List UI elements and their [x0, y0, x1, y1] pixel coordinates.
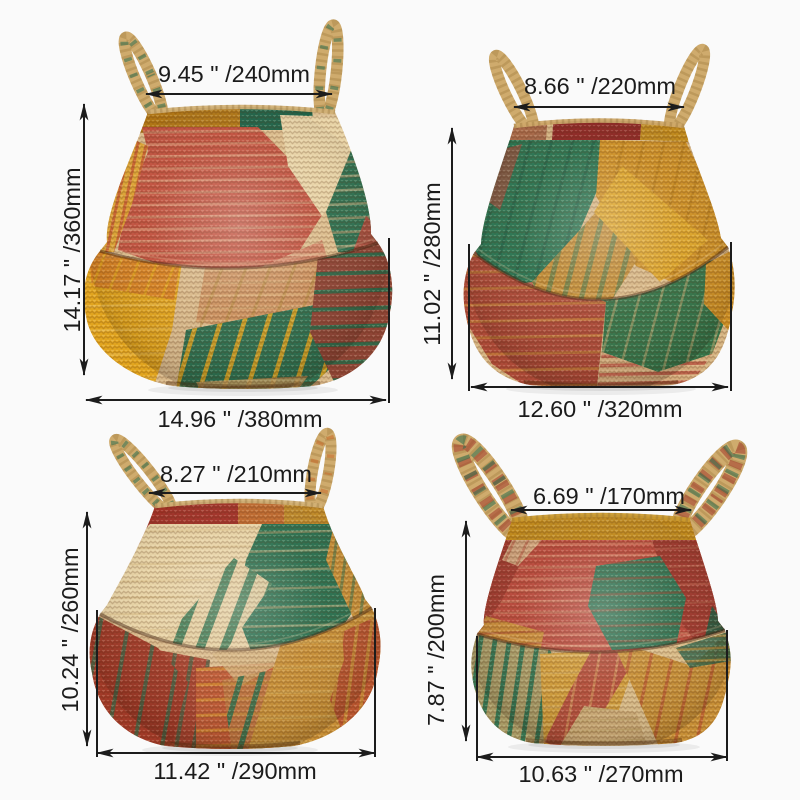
svg-text:9.45 " /240mm: 9.45 " /240mm [158, 61, 310, 87]
svg-text:14.17 " /360mm: 14.17 " /360mm [59, 167, 85, 332]
svg-text:6.69 " /170mm: 6.69 " /170mm [533, 483, 685, 509]
svg-text:14.96 " /380mm: 14.96 " /380mm [157, 406, 322, 432]
svg-text:8.66 " /220mm: 8.66 " /220mm [524, 73, 676, 99]
svg-text:10.24 " /260mm: 10.24 " /260mm [57, 547, 83, 712]
svg-text:12.60 " /320mm: 12.60 " /320mm [517, 396, 682, 422]
svg-text:11.42 " /290mm: 11.42 " /290mm [153, 758, 316, 784]
svg-text:8.27 " /210mm: 8.27 " /210mm [160, 461, 312, 487]
svg-text:10.63 " /270mm: 10.63 " /270mm [518, 761, 683, 787]
svg-text:11.02 " /280mm: 11.02 " /280mm [419, 182, 445, 345]
svg-text:7.87 " /200mm: 7.87 " /200mm [423, 574, 449, 726]
